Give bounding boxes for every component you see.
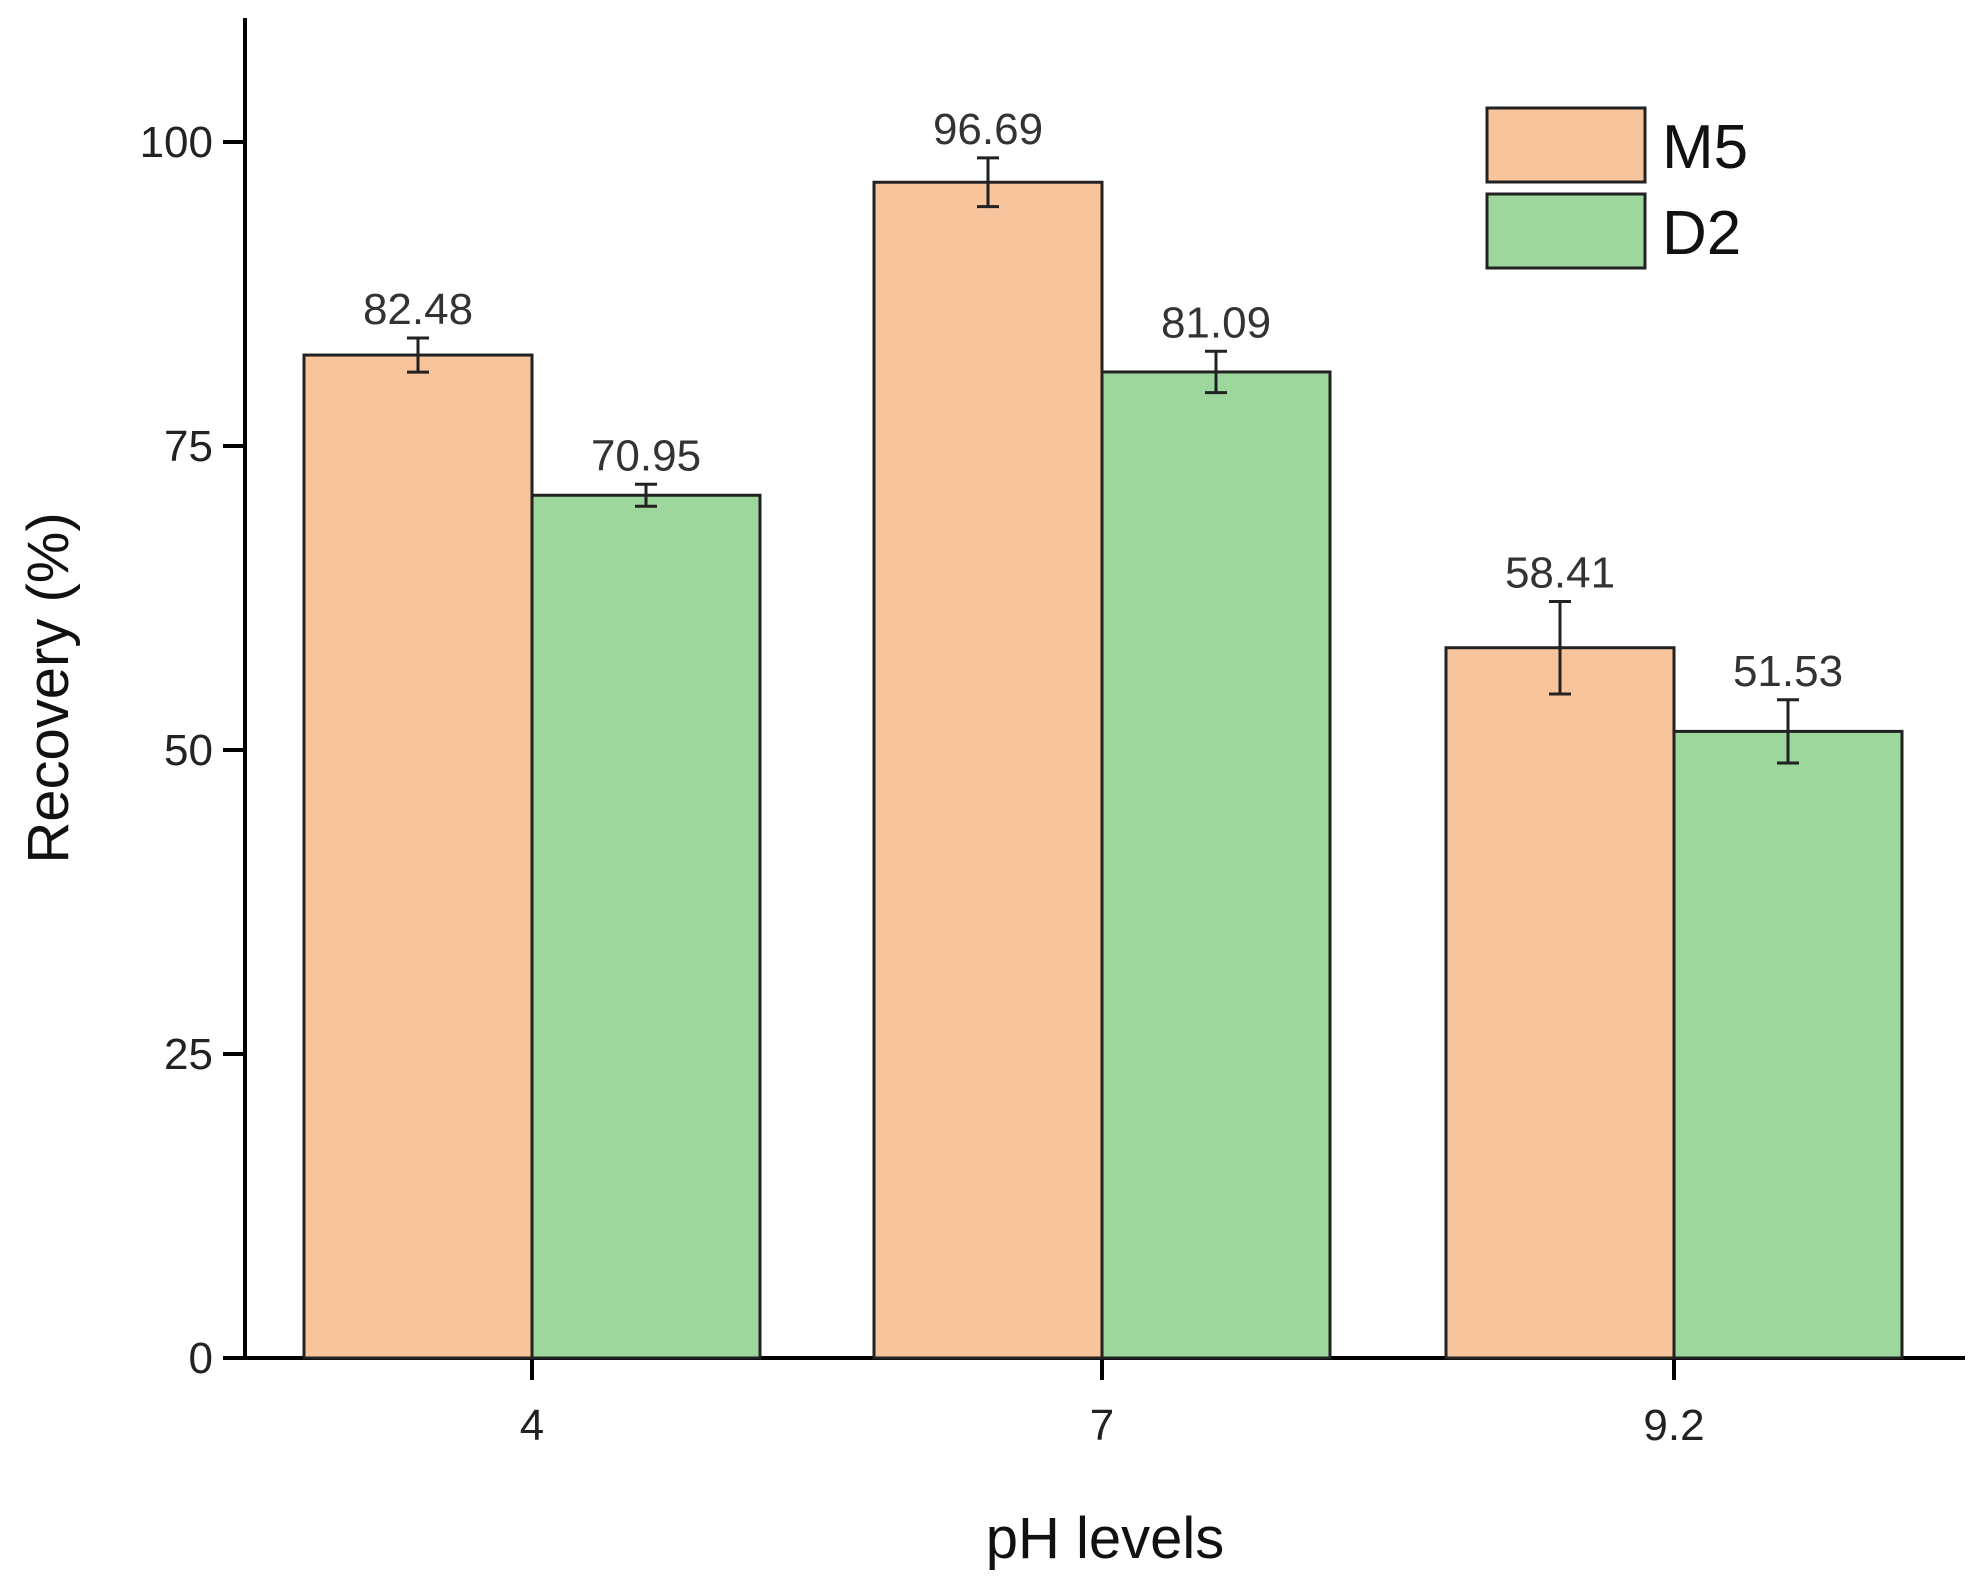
- x-tick-label-9.2: 9.2: [1643, 1401, 1704, 1450]
- data-label-m5-ph-7: 96.69: [933, 105, 1043, 154]
- y-tick-label-50: 50: [164, 726, 213, 775]
- bar-d2-ph-9.2: [1672, 729, 1904, 1360]
- x-tick-label-4: 4: [520, 1401, 544, 1450]
- bars: [302, 180, 1904, 1360]
- error-bar-d2-ph-7: [1205, 349, 1227, 395]
- y-tick-label-100: 100: [140, 118, 213, 167]
- bar-m5-ph-7: [872, 180, 1104, 1360]
- error-bar-m5-ph-9.2: [1549, 600, 1571, 696]
- x-axis-title: pH levels: [986, 1506, 1225, 1571]
- x-ticks: 4 7 9.2: [520, 1358, 1705, 1450]
- y-tick-label-25: 25: [164, 1030, 213, 1079]
- data-label-d2-ph-9.2: 51.53: [1733, 647, 1843, 696]
- error-bar-d2-ph-4: [635, 482, 657, 508]
- bar-m5-ph-9.2: [1444, 646, 1676, 1360]
- bar-d2-ph-4: [530, 493, 762, 1360]
- data-label-d2-ph-7: 81.09: [1161, 298, 1271, 347]
- y-axis-title: Recovery (%): [16, 512, 81, 863]
- error-bars: [407, 156, 1799, 765]
- error-bar-m5-ph-4: [407, 336, 429, 374]
- bar-m5-ph-4: [302, 353, 534, 1360]
- data-label-m5-ph-4: 82.48: [363, 285, 473, 334]
- legend-swatch-d2: [1485, 192, 1647, 270]
- data-labels: 82.48 96.69 58.41 70.95 81.09 51.53: [363, 105, 1843, 696]
- y-tick-label-75: 75: [164, 422, 213, 471]
- legend-label-m5: M5: [1662, 113, 1748, 182]
- data-label-d2-ph-4: 70.95: [591, 431, 701, 480]
- error-bar-m5-ph-7: [977, 156, 999, 209]
- bar-d2-ph-7: [1100, 370, 1332, 1360]
- legend-swatch-m5: [1485, 106, 1647, 184]
- y-tick-label-0: 0: [189, 1334, 213, 1383]
- legend-label-d2: D2: [1662, 199, 1741, 268]
- error-bar-d2-ph-9.2: [1777, 698, 1799, 765]
- y-ticks: 0 25 50 75 100: [140, 118, 245, 1383]
- data-label-m5-ph-9.2: 58.41: [1505, 549, 1615, 598]
- x-tick-label-7: 7: [1090, 1401, 1114, 1450]
- legend: M5 D2: [1485, 106, 1748, 270]
